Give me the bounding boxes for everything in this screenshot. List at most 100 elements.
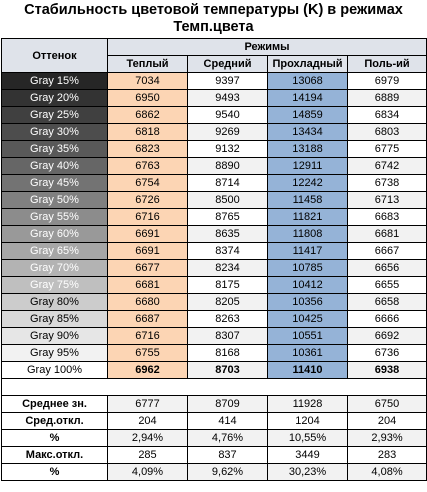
cell-medium: 9493 — [187, 89, 268, 107]
header-medium: Средний — [187, 55, 268, 73]
spacer-row — [0, 378, 427, 396]
stat-label: Макс.откл. — [1, 446, 108, 464]
cell-warm: 6677 — [107, 259, 188, 277]
gray-level-label: Gray 75% — [1, 276, 108, 294]
cell-medium: 8890 — [187, 157, 268, 175]
stat-label: % — [1, 429, 108, 447]
header-warm: Теплый — [107, 55, 188, 73]
cell-user: 6656 — [346, 259, 427, 277]
cell-user: 6775 — [346, 140, 427, 158]
gray-level-label: Gray 60% — [1, 225, 108, 243]
stat-cool: 11928 — [267, 395, 348, 413]
table-row: Gray 90% 6716 8307 10551 6692 — [1, 327, 427, 345]
stat-row: Сред.откл. 204 414 1204 204 — [1, 412, 427, 430]
cell-warm: 6681 — [107, 276, 188, 294]
gray-level-label: Gray 40% — [1, 157, 108, 175]
cell-cool: 10785 — [267, 259, 348, 277]
cell-medium: 9397 — [187, 72, 268, 90]
cell-cool: 13188 — [267, 140, 348, 158]
color-temperature-table: Оттенок Режимы Теплый Средний Прохладный… — [0, 38, 427, 481]
stat-cool: 1204 — [267, 412, 348, 430]
cell-warm: 6950 — [107, 89, 188, 107]
stat-row: Среднее зн. 6777 8709 11928 6750 — [1, 395, 427, 413]
table-row: Gray 55% 6716 8765 11821 6683 — [1, 208, 427, 226]
stat-rows: Среднее зн. 6777 8709 11928 6750 Сред.откл. 20… — [0, 378, 427, 481]
cell-medium: 8374 — [187, 242, 268, 260]
cell-medium: 8263 — [187, 310, 268, 328]
cell-medium: 8168 — [187, 344, 268, 362]
cell-cool: 11417 — [267, 242, 348, 260]
gray-level-label: Gray 45% — [1, 174, 108, 192]
cell-medium: 8307 — [187, 327, 268, 345]
cell-cool: 13068 — [267, 72, 348, 90]
gray-level-label: Gray 65% — [1, 242, 108, 260]
table-row: Gray 100% 6962 8703 11410 6938 — [1, 361, 427, 379]
cell-warm: 6962 — [107, 361, 188, 379]
stat-user: 2,93% — [346, 429, 427, 447]
cell-cool: 12242 — [267, 174, 348, 192]
header-modes: Режимы — [106, 38, 427, 56]
cell-cool: 10361 — [267, 344, 348, 362]
table-row: Gray 50% 6726 8500 11458 6713 — [1, 191, 427, 209]
cell-cool: 11410 — [267, 361, 348, 379]
gray-level-label: Gray 50% — [1, 191, 108, 209]
stat-warm: 2,94% — [107, 429, 188, 447]
cell-cool: 11808 — [267, 225, 348, 243]
stat-warm: 204 — [107, 412, 188, 430]
stat-user: 204 — [346, 412, 427, 430]
cell-medium: 9269 — [187, 123, 268, 141]
cell-user: 6979 — [346, 72, 427, 90]
stat-row: % 4,09% 9,62% 30,23% 4,08% — [1, 463, 427, 481]
cell-user: 6683 — [346, 208, 427, 226]
cell-warm: 6755 — [107, 344, 188, 362]
stat-warm: 285 — [107, 446, 188, 464]
cell-warm: 6726 — [107, 191, 188, 209]
cell-user: 6889 — [346, 89, 427, 107]
cell-medium: 8714 — [187, 174, 268, 192]
header-cool: Прохладный — [267, 55, 348, 73]
cell-warm: 6862 — [107, 106, 188, 124]
cell-user: 6736 — [346, 344, 427, 362]
cell-user: 6681 — [346, 225, 427, 243]
cell-cool: 12911 — [267, 157, 348, 175]
table-row: Gray 35% 6823 9132 13188 6775 — [1, 140, 427, 158]
cell-user: 6658 — [346, 293, 427, 311]
header-shade: Оттенок — [1, 38, 108, 73]
stat-warm: 4,09% — [107, 463, 188, 481]
stat-medium: 9,62% — [187, 463, 268, 481]
stat-user: 6750 — [346, 395, 427, 413]
gray-level-label: Gray 70% — [1, 259, 108, 277]
cell-cool: 10551 — [267, 327, 348, 345]
table-row: Gray 25% 6862 9540 14859 6834 — [1, 106, 427, 124]
gray-level-label: Gray 35% — [1, 140, 108, 158]
table-row: Gray 20% 6950 9493 14194 6889 — [1, 89, 427, 107]
cell-cool: 11821 — [267, 208, 348, 226]
stat-user: 283 — [346, 446, 427, 464]
gray-level-label: Gray 55% — [1, 208, 108, 226]
header-user: Поль-ий — [346, 55, 427, 73]
stat-user: 4,08% — [346, 463, 427, 481]
cell-user: 6742 — [346, 157, 427, 175]
cell-warm: 6716 — [107, 327, 188, 345]
table-row: Gray 80% 6680 8205 10356 6658 — [1, 293, 427, 311]
cell-cool: 11458 — [267, 191, 348, 209]
table-row: Gray 60% 6691 8635 11808 6681 — [1, 225, 427, 243]
stat-medium: 8709 — [187, 395, 268, 413]
cell-warm: 6818 — [107, 123, 188, 141]
cell-user: 6692 — [346, 327, 427, 345]
table-row: Gray 65% 6691 8374 11417 6667 — [1, 242, 427, 260]
cell-medium: 8234 — [187, 259, 268, 277]
gray-level-label: Gray 15% — [1, 72, 108, 90]
gray-level-label: Gray 90% — [1, 327, 108, 345]
stat-cool: 3449 — [267, 446, 348, 464]
gray-level-label: Gray 20% — [1, 89, 108, 107]
cell-medium: 8500 — [187, 191, 268, 209]
cell-warm: 6716 — [107, 208, 188, 226]
cell-user: 6666 — [346, 310, 427, 328]
cell-warm: 6823 — [107, 140, 188, 158]
gray-level-label: Gray 85% — [1, 310, 108, 328]
stat-medium: 837 — [187, 446, 268, 464]
cell-medium: 8765 — [187, 208, 268, 226]
stat-label: Сред.откл. — [1, 412, 108, 430]
